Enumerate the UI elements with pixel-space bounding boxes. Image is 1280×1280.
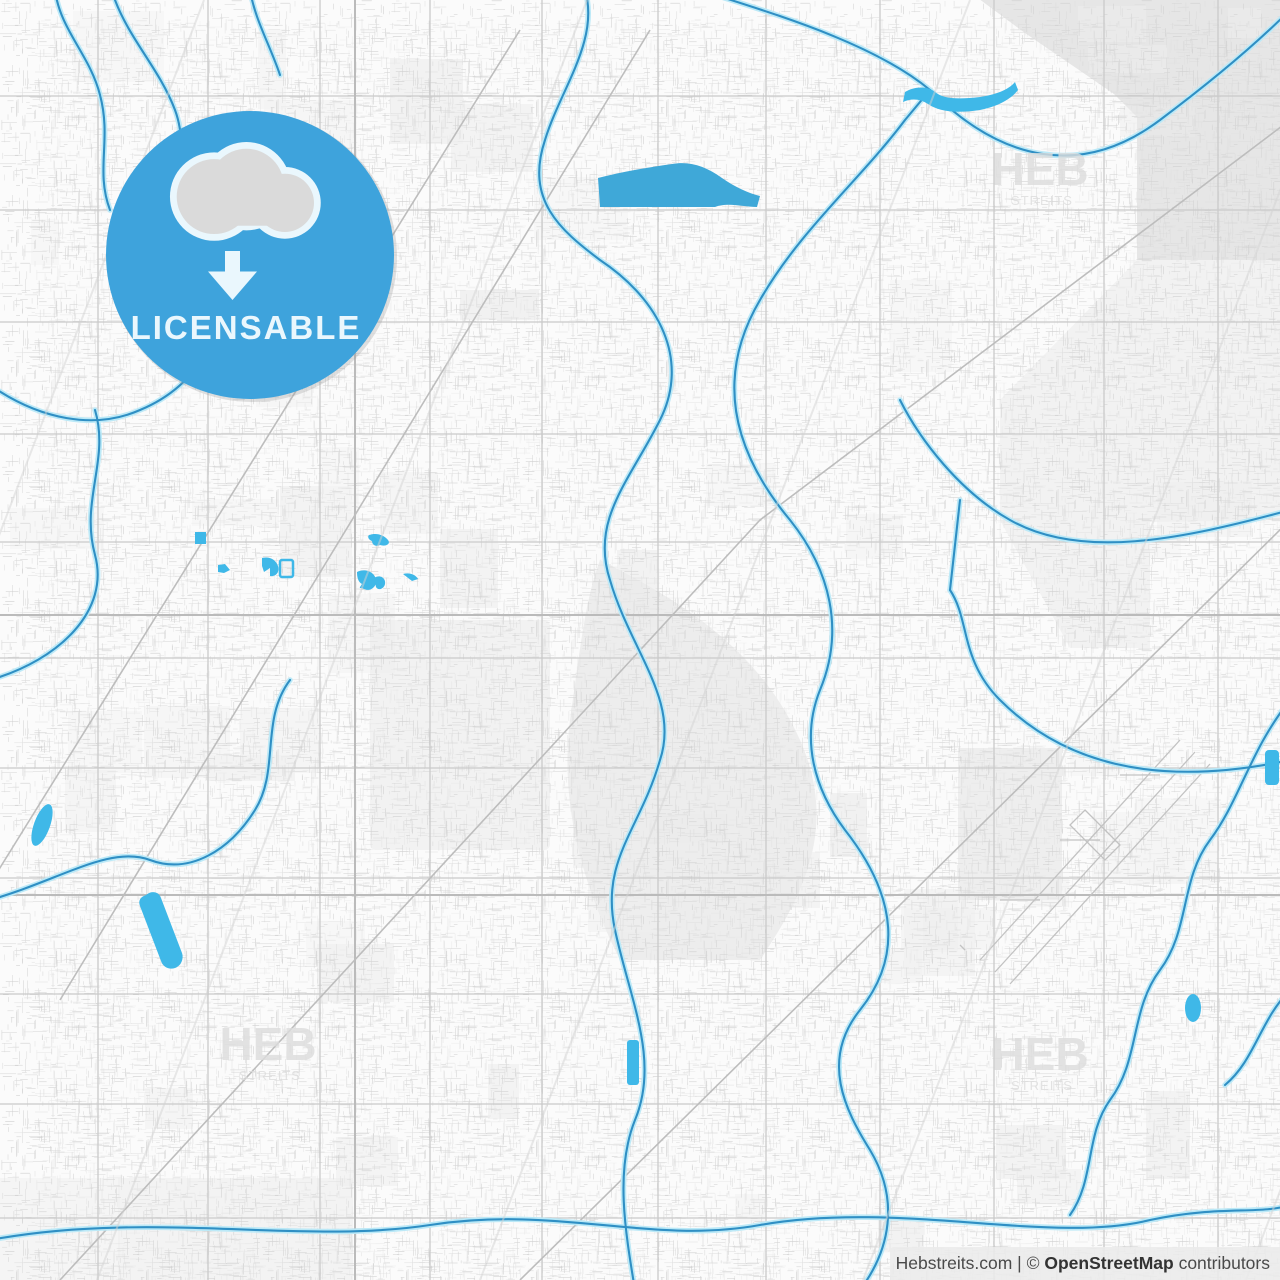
svg-text:STREITS: STREITS xyxy=(1011,1078,1073,1093)
svg-text:HEB: HEB xyxy=(991,1028,1088,1080)
svg-text:STREITS: STREITS xyxy=(239,1068,301,1083)
svg-text:HEB: HEB xyxy=(219,1018,316,1070)
svg-text:HEB: HEB xyxy=(991,143,1088,195)
svg-text:STREITS: STREITS xyxy=(1011,193,1073,208)
svg-text:LICENSABLE: LICENSABLE xyxy=(131,309,362,346)
